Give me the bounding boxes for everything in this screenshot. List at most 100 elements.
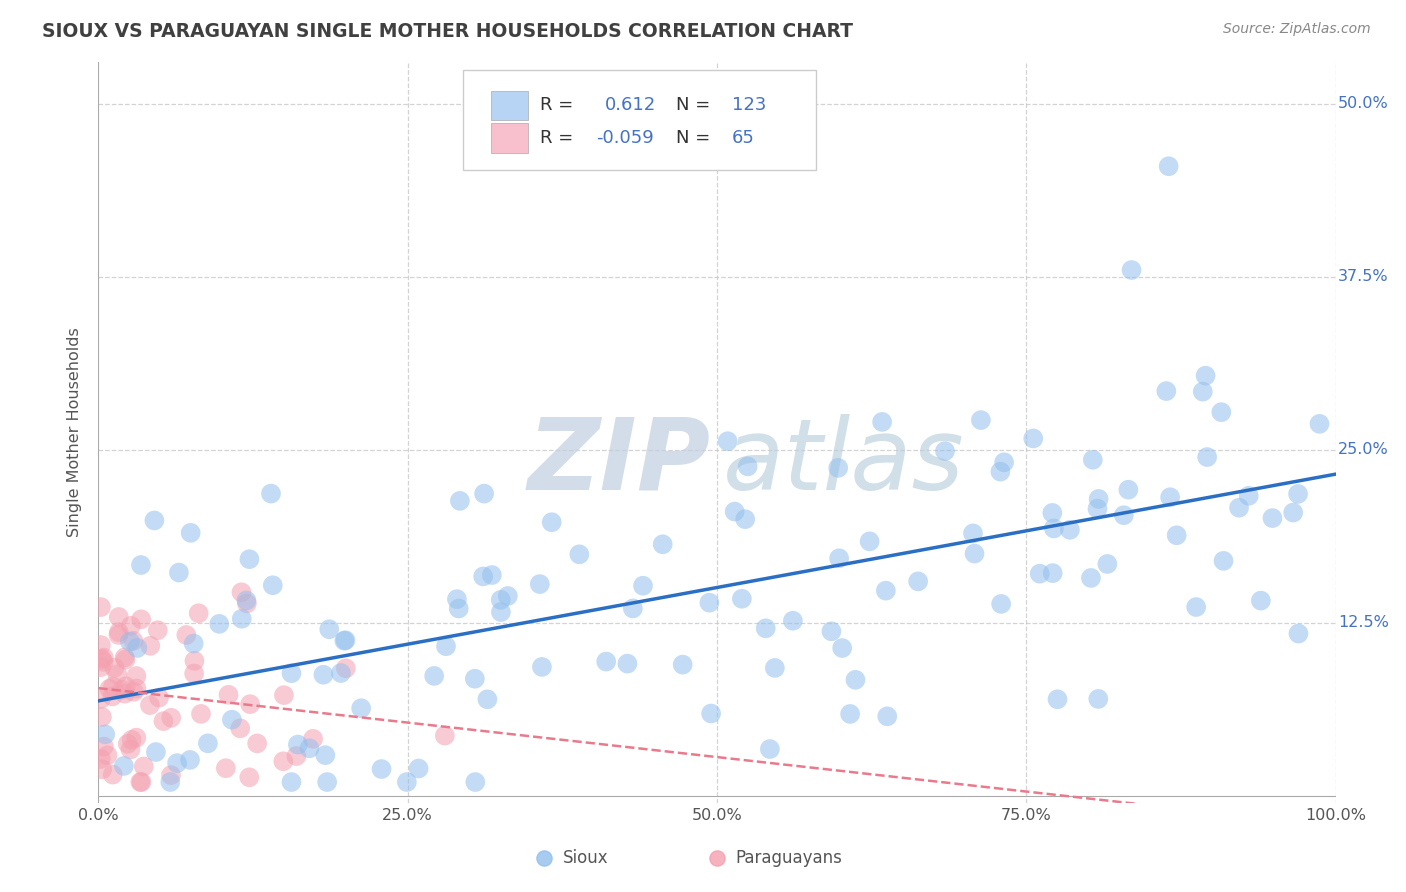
Point (146, 624, 169, 638)
Point (236, 596, 259, 610)
Point (408, 762, 430, 776)
Point (143, 513, 166, 527)
Point (298, 741, 321, 756)
Point (530, 660, 553, 674)
Point (876, 709, 898, 723)
Text: atlas: atlas (723, 414, 965, 511)
Point (260, 486, 283, 500)
Point (446, 592, 468, 607)
Point (1040, 506, 1063, 520)
Point (1282, 506, 1305, 520)
Point (285, 749, 308, 764)
Point (273, 688, 295, 702)
Point (568, 547, 591, 561)
Point (238, 552, 260, 566)
Point (159, 775, 181, 789)
Point (125, 731, 148, 745)
Point (90, 600, 112, 615)
Point (672, 657, 695, 672)
Point (763, 661, 786, 675)
Text: N =: N = (676, 96, 710, 114)
Point (280, 775, 302, 789)
Point (179, 753, 201, 767)
Point (127, 640, 149, 655)
Point (101, 690, 124, 704)
Point (1081, 452, 1104, 467)
Point (1237, 489, 1260, 503)
Point (125, 669, 148, 683)
Point (449, 493, 471, 508)
Point (139, 698, 162, 713)
Point (820, 624, 842, 639)
Point (238, 770, 260, 784)
Point (993, 455, 1015, 469)
Point (962, 526, 984, 541)
Point (166, 756, 188, 771)
Point (122, 685, 145, 699)
Point (221, 713, 243, 727)
Point (114, 650, 136, 665)
Point (160, 768, 183, 782)
Point (103, 661, 125, 675)
Point (395, 775, 418, 789)
Point (114, 687, 136, 701)
Point (93, 655, 115, 669)
Point (316, 775, 339, 789)
Point (737, 459, 759, 474)
Point (651, 537, 673, 551)
Point (1159, 490, 1181, 504)
Point (318, 622, 340, 636)
Point (117, 737, 139, 751)
Point (145, 745, 167, 759)
Point (239, 697, 262, 711)
Point (90, 638, 112, 652)
Point (231, 612, 253, 626)
Point (90, 752, 112, 766)
Point (759, 742, 782, 756)
Point (93, 650, 115, 665)
Point (218, 688, 240, 702)
Point (121, 732, 143, 747)
Text: -0.059: -0.059 (596, 129, 654, 147)
Text: R =: R = (540, 96, 574, 114)
Point (1157, 159, 1180, 173)
Point (125, 681, 148, 696)
Point (302, 731, 325, 746)
Point (197, 736, 219, 750)
Point (129, 775, 152, 789)
Point (329, 665, 352, 680)
Point (907, 574, 929, 589)
Point (1288, 626, 1310, 640)
Point (1097, 557, 1119, 571)
Point (107, 610, 129, 624)
Point (755, 621, 778, 635)
Point (111, 682, 134, 697)
Point (423, 669, 446, 683)
Point (114, 679, 136, 693)
Point (98, 681, 121, 696)
Text: Paraguayans: Paraguayans (735, 849, 842, 867)
Point (990, 465, 1012, 479)
Point (167, 566, 190, 580)
Point (131, 775, 153, 789)
Point (963, 547, 986, 561)
Point (827, 461, 849, 475)
Point (314, 748, 336, 763)
Point (187, 606, 209, 620)
Point (148, 690, 170, 705)
Point (1212, 554, 1234, 568)
Point (1197, 450, 1219, 464)
Point (108, 625, 131, 640)
Point (1087, 501, 1109, 516)
Point (489, 605, 512, 619)
Point (477, 692, 499, 706)
Point (90, 710, 112, 724)
Point (370, 762, 392, 776)
Point (990, 597, 1012, 611)
FancyBboxPatch shape (491, 123, 527, 153)
Point (96, 748, 118, 763)
Point (1121, 263, 1143, 277)
Point (734, 512, 756, 526)
Point (280, 666, 302, 681)
Text: Sioux: Sioux (562, 849, 607, 867)
